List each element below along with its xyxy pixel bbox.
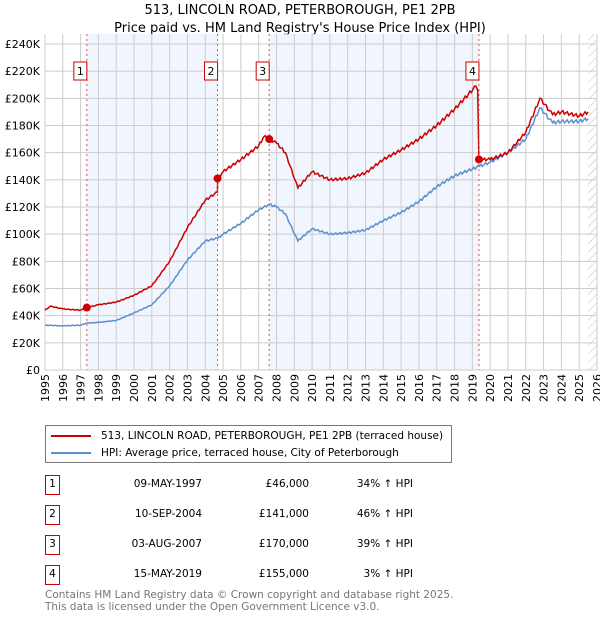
x-tick-label: 2011 [324,374,337,402]
x-tick-label: 2007 [253,374,266,402]
x-tick-label: 2024 [555,374,568,402]
footer-line-2: This data is licensed under the Open Gov… [45,601,380,613]
x-tick-label: 2019 [466,374,479,402]
legend-item-property: 513, LINCOLN ROAD, PETERBOROUGH, PE1 2PB… [46,428,443,444]
y-tick-label: £220K [5,65,41,78]
y-tick-label: £240K [5,38,41,51]
sale-label-box [465,61,480,81]
x-tick-label: 2002 [164,374,177,402]
sale-label: 1 [77,65,84,78]
x-tick-label: 2009 [288,374,301,402]
shaded-period [269,34,479,370]
transaction-row: 3 03-AUG-2007 £170,000 39% ↑ HPI [45,535,445,555]
legend: 513, LINCOLN ROAD, PETERBOROUGH, PE1 2PB… [45,425,452,463]
x-tick-label: 2016 [413,374,426,402]
sale-price: £46,000 [265,478,309,490]
x-tick-label: 2013 [360,374,373,402]
x-tick-label: 2025 [573,374,586,402]
x-tick-label: 2005 [217,374,230,402]
legend-item-hpi: HPI: Average price, terraced house, City… [46,445,399,461]
x-tick-label: 2010 [306,374,319,402]
sale-point [265,135,274,144]
transaction-row: 2 10-SEP-2004 £141,000 46% ↑ HPI [45,505,445,525]
future-hatch [588,34,597,370]
y-tick-label: £200K [5,92,41,105]
series-line [44,85,589,312]
y-tick-label: £0 [26,364,40,377]
x-tick-label: 2008 [270,374,283,402]
sale-label: 3 [259,65,266,78]
legend-label: 513, LINCOLN ROAD, PETERBOROUGH, PE1 2PB… [101,430,444,442]
x-tick-label: 2021 [502,374,515,402]
x-tick-label: 2000 [128,374,141,402]
y-tick-label: £40K [12,310,41,323]
sale-price: £155,000 [258,568,309,580]
sale-label-box [255,61,270,81]
sale-date: 09-MAY-1997 [133,478,202,490]
x-tick-label: 2012 [342,374,355,402]
y-tick-label: £100K [5,228,41,241]
sale-date: 10-SEP-2004 [134,508,202,520]
legend-swatch-blue [51,452,91,454]
y-tick-label: £80K [12,255,41,268]
sale-number-badge: 4 [45,565,60,585]
y-tick-label: £20K [12,337,41,350]
sale-price: £170,000 [258,538,309,550]
x-tick-label: 2001 [146,374,159,402]
x-tick-label: 2017 [431,374,444,402]
sale-point [82,303,91,312]
sale-number-badge: 1 [45,475,60,495]
sale-label: 4 [469,65,476,78]
x-tick-label: 1997 [75,374,88,402]
chart-subtitle: Price paid vs. HM Land Registry's House … [114,21,486,36]
y-tick-label: £60K [12,283,41,296]
x-tick-label: 1998 [92,374,105,402]
y-tick-label: £160K [5,147,41,160]
sale-point [474,155,483,164]
x-tick-label: 1995 [39,374,52,402]
sale-date: 15-MAY-2019 [133,568,202,580]
transaction-row: 1 09-MAY-1997 £46,000 34% ↑ HPI [45,475,445,495]
sale-number-badge: 3 [45,535,60,555]
legend-label: HPI: Average price, terraced house, City… [101,447,399,459]
x-tick-label: 2004 [199,374,212,402]
y-tick-label: £180K [5,120,41,133]
x-tick-label: 2023 [538,374,551,402]
series-line [44,106,589,327]
transaction-row: 4 15-MAY-2019 £155,000 3% ↑ HPI [45,565,445,585]
x-tick-label: 2018 [449,374,462,402]
sale-number-badge: 2 [45,505,60,525]
sale-label-box [73,61,88,81]
sale-date: 03-AUG-2007 [131,538,202,550]
hpi-change: 39% ↑ HPI [356,538,413,550]
hpi-change: 46% ↑ HPI [356,508,413,520]
sale-point [213,174,222,183]
x-tick-label: 2006 [235,374,248,402]
chart-title: 513, LINCOLN ROAD, PETERBOROUGH, PE1 2PB [144,3,456,18]
sale-label: 2 [208,65,215,78]
footer-line-1: Contains HM Land Registry data © Crown c… [45,589,454,601]
x-tick-label: 2014 [377,374,390,402]
x-tick-label: 2015 [395,374,408,402]
hpi-change: 3% ↑ HPI [363,568,413,580]
x-tick-label: 1999 [110,374,123,402]
sale-label-box [204,61,219,81]
hpi-change: 34% ↑ HPI [356,478,413,490]
y-tick-label: £140K [5,174,41,187]
x-tick-label: 1996 [57,374,70,402]
price-chart: £0 £20K £40K £60K £80K £100K £120K £140K £160K £1… [5,34,600,402]
x-tick-label: 2020 [484,374,497,402]
y-tick-label: £120K [5,201,41,214]
legend-swatch-red [51,435,91,437]
x-tick-label: 2026 [591,374,600,402]
x-tick-label: 2022 [520,374,533,402]
sale-price: £141,000 [258,508,309,520]
x-tick-label: 2003 [181,374,194,402]
